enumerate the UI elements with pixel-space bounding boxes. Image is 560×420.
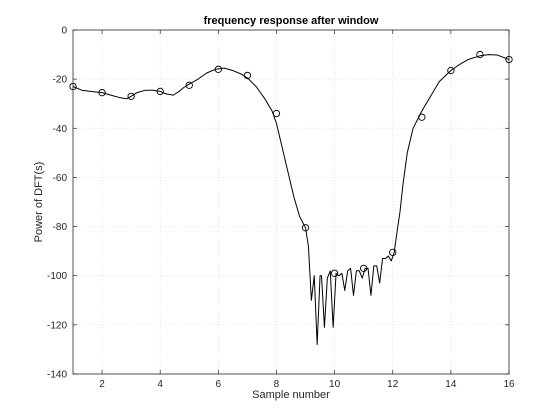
grid [73, 30, 509, 374]
y-tick-label: -140 [47, 370, 67, 381]
x-tick-label: 6 [216, 379, 222, 390]
data-point [243, 71, 252, 80]
y-tick-label: -100 [47, 271, 67, 282]
y-tick-label: -60 [53, 173, 68, 184]
plot-frame [72, 29, 510, 375]
data-point [156, 87, 164, 96]
data-point [301, 224, 310, 232]
y-tick-label: -120 [47, 320, 67, 331]
data-point [360, 264, 368, 272]
data-layer [69, 50, 513, 346]
x-tick-label: 10 [329, 379, 341, 390]
data-point [98, 89, 106, 97]
data-point [214, 65, 222, 73]
x-tick-label: 14 [445, 379, 457, 390]
x-tick-label: 12 [387, 379, 399, 390]
y-axis-label: Power of DFT(s) [33, 162, 45, 243]
data-point [272, 109, 281, 118]
y-tick-label: -20 [53, 75, 68, 86]
data-point [185, 81, 193, 89]
y-tick-label: -40 [53, 124, 68, 135]
data-point [447, 66, 455, 75]
chart-title: frequency response after window [204, 15, 379, 27]
data-point [418, 113, 426, 121]
ticks: 2 4 6 8 10 12 14 16 0 -20 -40 -60 -80 -100 -120 -140 [47, 26, 515, 391]
x-tick-label: 4 [157, 379, 163, 390]
x-tick-label: 16 [503, 379, 515, 390]
x-tick-label: 8 [274, 379, 280, 390]
x-tick-label: 2 [99, 379, 105, 390]
data-point [127, 92, 135, 100]
data-point [389, 248, 397, 257]
y-tick-label: -80 [53, 222, 68, 233]
data-point [330, 269, 339, 277]
series-line [72, 54, 510, 346]
y-tick-label: 0 [61, 26, 67, 37]
x-axis-label: Sample number [252, 389, 330, 401]
data-point [476, 50, 484, 59]
